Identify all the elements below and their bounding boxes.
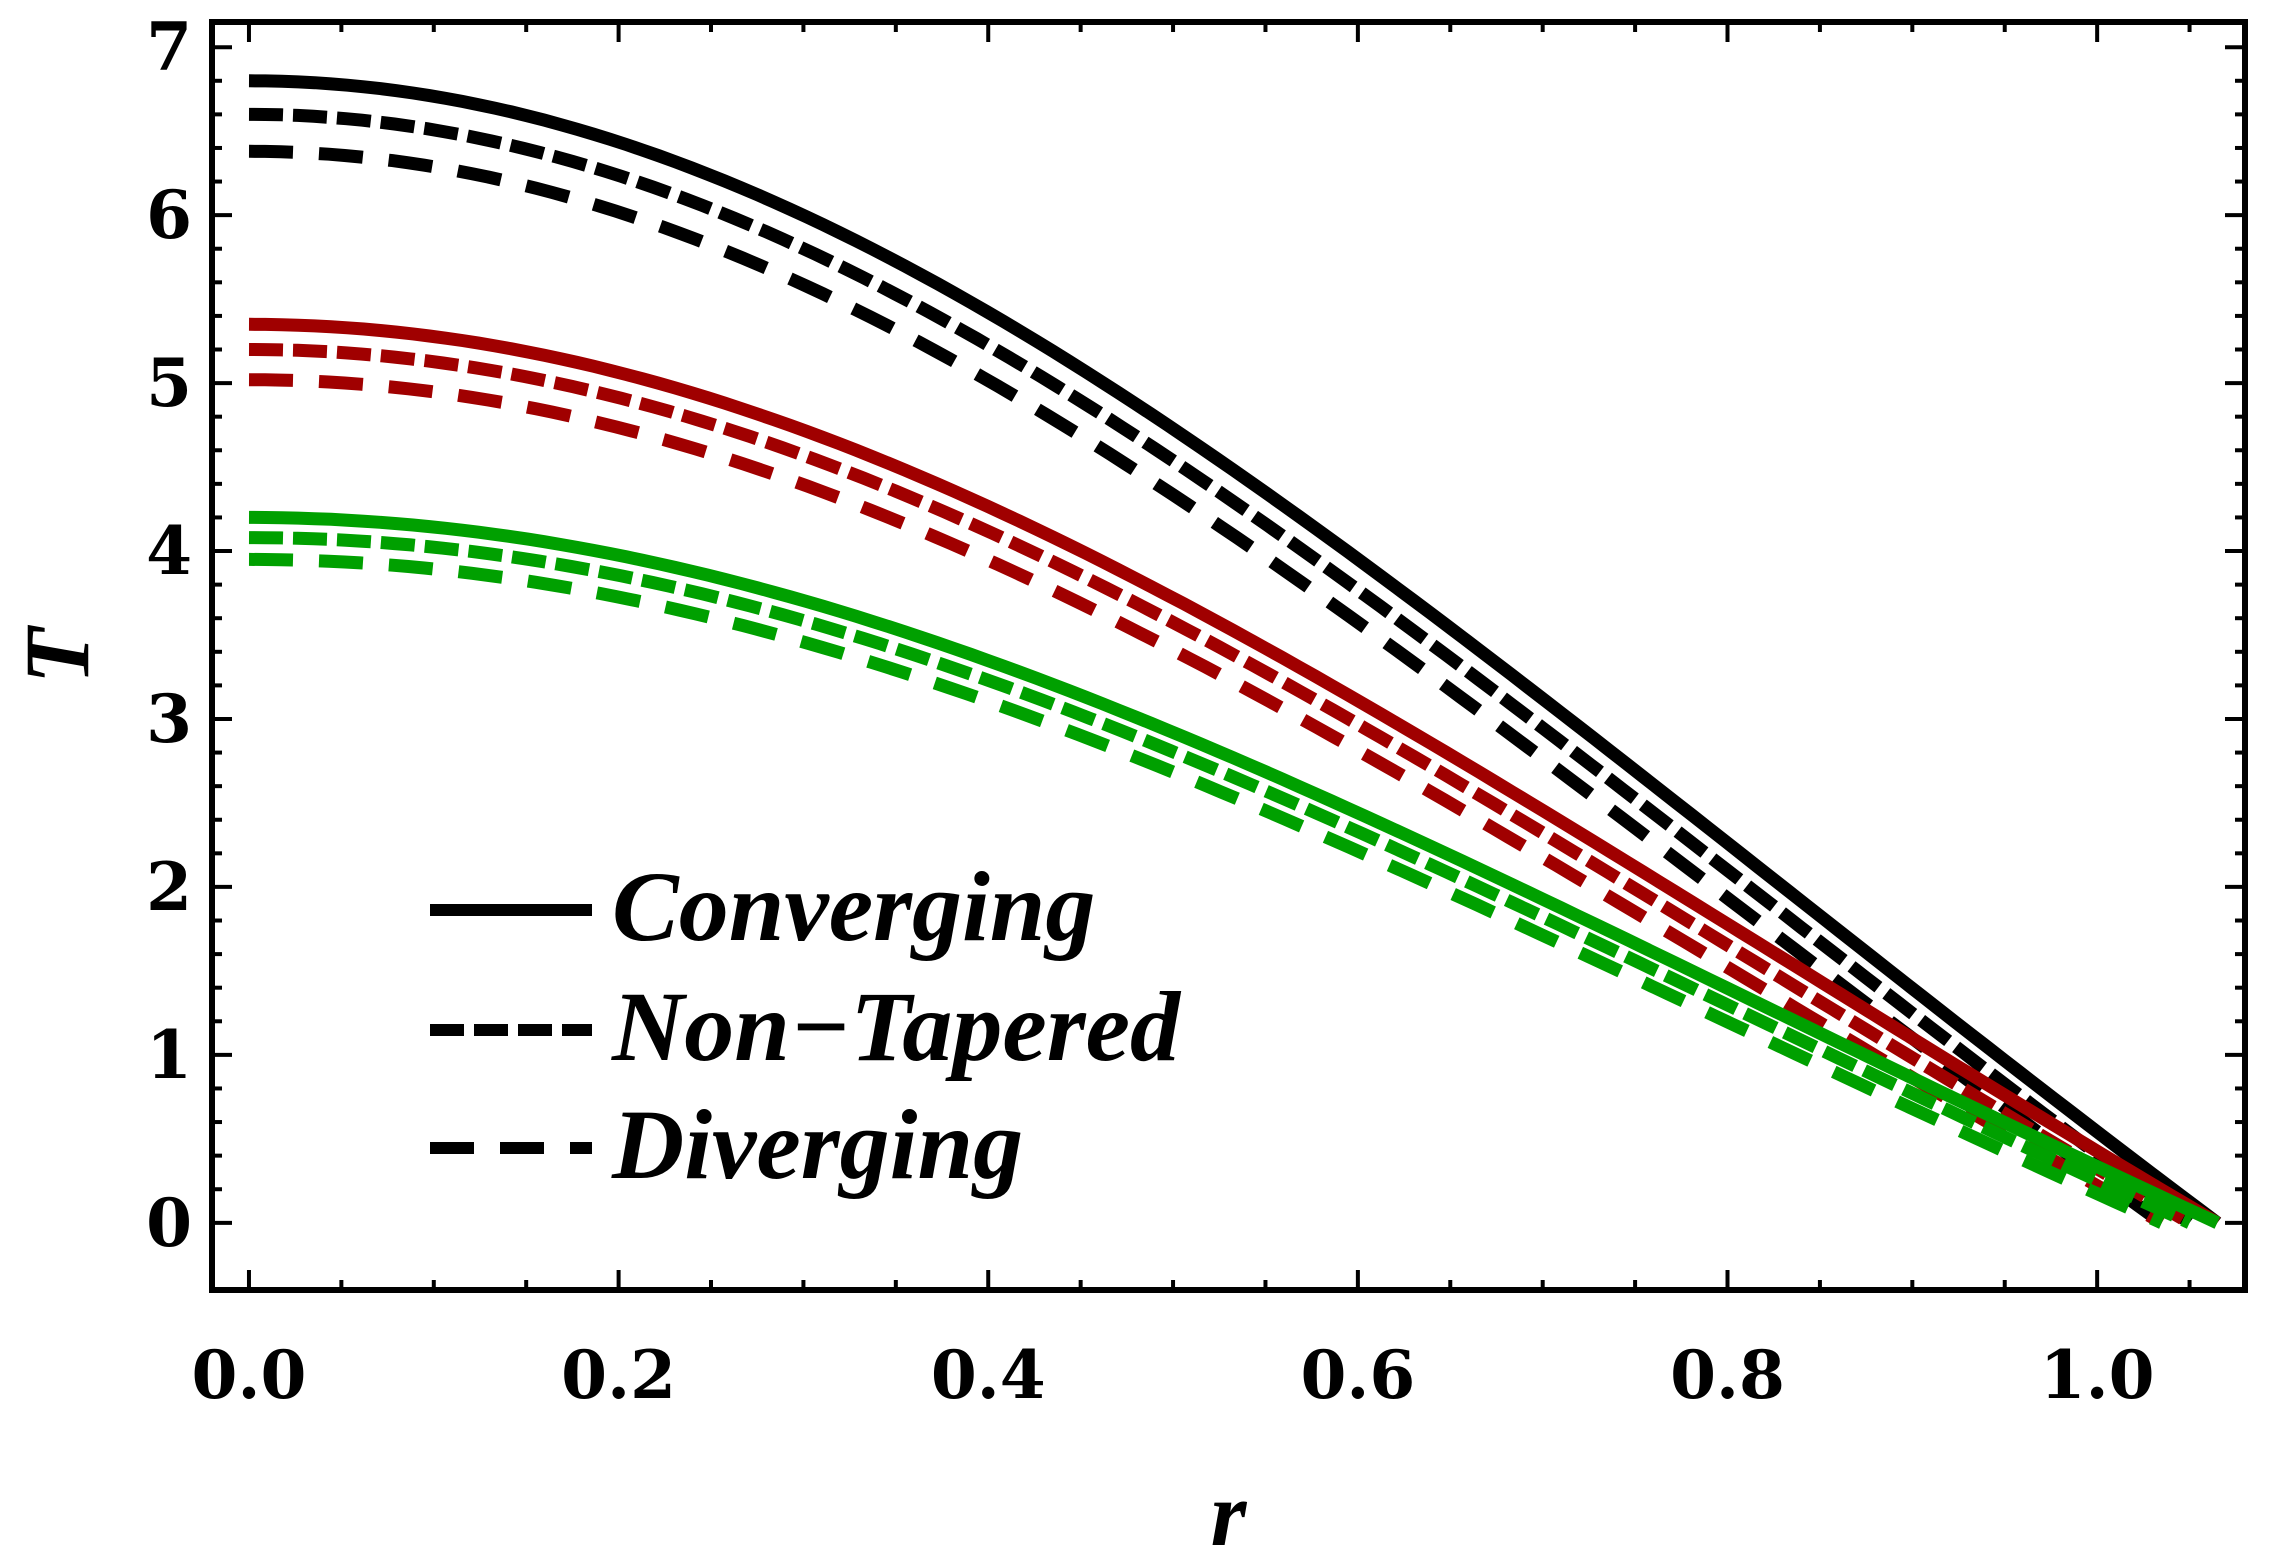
- series-line-red-diverging: [248, 373, 2166, 1229]
- series-line-red-non-tapered: [248, 343, 2193, 1229]
- x-tick-label: 0.2: [561, 1336, 676, 1414]
- plot-frame: [209, 19, 2248, 1293]
- y-tick-label: 7: [146, 8, 192, 86]
- y-tick-label: 5: [146, 344, 192, 422]
- legend-label-converging: Converging: [612, 851, 1095, 962]
- series-line-black-diverging: [248, 144, 2166, 1229]
- y-tick-label: 0: [146, 1184, 192, 1262]
- y-axis-title: T: [6, 624, 108, 684]
- legend-label-diverging: Diverging: [611, 1089, 1023, 1200]
- x-tick-label: 0.8: [1670, 1336, 1785, 1414]
- legend: Converging Non−Tapered Diverging: [430, 851, 1182, 1200]
- series-line-green-non-tapered: [248, 531, 2193, 1229]
- x-tick-label: 0.0: [192, 1336, 307, 1414]
- x-axis-title: r: [1211, 1463, 1248, 1564]
- series-line-black-non-tapered: [248, 107, 2194, 1229]
- series-layer: [248, 74, 2222, 1229]
- y-tick-label: 2: [146, 848, 192, 926]
- x-tick-label: 1.0: [2040, 1336, 2155, 1414]
- y-tick-label: 4: [146, 512, 192, 590]
- ticks-layer: [212, 22, 2245, 1290]
- x-tick-label: 0.6: [1300, 1336, 1415, 1414]
- y-tick-label: 3: [146, 680, 192, 758]
- series-line-green-converging: [248, 510, 2221, 1229]
- y-tick-label: 1: [146, 1016, 192, 1094]
- x-tick-label: 0.4: [931, 1336, 1046, 1414]
- series-line-green-diverging: [248, 552, 2165, 1229]
- legend-label-non-tapered: Non−Tapered: [611, 971, 1182, 1082]
- series-line-red-converging: [248, 317, 2221, 1229]
- tick-labels: 0.0 0.2 0.4 0.6 0.8 1.0 0 1 2 3 4 5 6 7: [146, 8, 2154, 1414]
- y-tick-label: 6: [146, 176, 192, 254]
- series-line-black-converging: [248, 74, 2222, 1228]
